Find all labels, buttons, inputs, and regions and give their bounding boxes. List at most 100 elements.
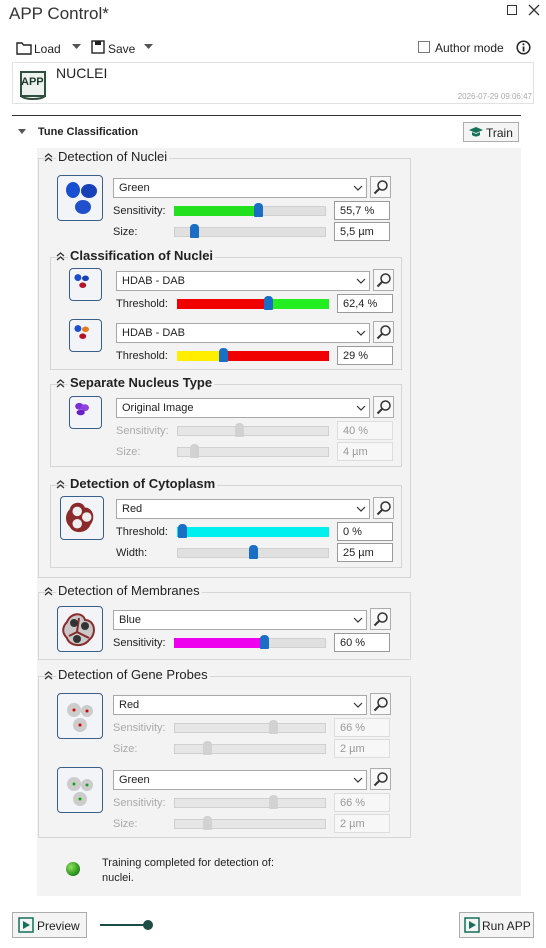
param-value[interactable]: 55,7 % xyxy=(334,201,390,220)
slider-fill xyxy=(174,638,264,648)
author-mode-label[interactable]: Author mode xyxy=(435,41,504,55)
load-button[interactable]: Load xyxy=(34,42,61,56)
run-app-label[interactable]: Run APP xyxy=(482,919,531,933)
dropdown-arrow[interactable] xyxy=(356,405,366,411)
app-icon-label: APP xyxy=(21,76,44,88)
slider-thumb[interactable] xyxy=(249,545,258,559)
channel-dropdown[interactable]: Blue xyxy=(113,610,367,630)
slider-thumb[interactable] xyxy=(253,203,263,217)
dropdown-arrow[interactable] xyxy=(356,506,366,512)
dropdown-arrow[interactable] xyxy=(353,702,363,708)
thumbnail-icon xyxy=(62,613,95,646)
zoom-slider-track[interactable] xyxy=(100,924,150,926)
channel-dropdown[interactable]: Green xyxy=(113,770,367,790)
param-value[interactable]: 0 % xyxy=(337,522,393,541)
slider-thumb[interactable] xyxy=(264,296,274,310)
param-label: Threshold: xyxy=(116,350,168,362)
slider-track xyxy=(174,723,326,733)
collapse-chevron[interactable] xyxy=(56,252,65,261)
info-icon[interactable] xyxy=(516,40,531,55)
param-value[interactable]: 5,5 µm xyxy=(334,222,390,241)
param-value[interactable]: 25 µm xyxy=(337,543,393,562)
preview-icon xyxy=(18,917,34,933)
collapse-chevron[interactable] xyxy=(44,587,53,596)
slider-fill xyxy=(268,299,329,309)
slider-thumb[interactable] xyxy=(259,635,269,649)
search-icon xyxy=(376,273,391,288)
channel-dropdown[interactable]: HDAB - DAB xyxy=(116,271,370,291)
preview-label[interactable]: Preview xyxy=(37,919,80,933)
slider-thumb xyxy=(268,720,278,734)
collapse-chevron[interactable] xyxy=(44,671,53,680)
param-value: 66 % xyxy=(334,718,390,737)
channel-dropdown[interactable]: HDAB - DAB xyxy=(116,323,370,343)
param-label: Threshold: xyxy=(116,298,168,310)
slider-fill xyxy=(177,351,223,361)
group-title: Classification of Nuclei xyxy=(68,248,216,263)
search-icon xyxy=(376,501,391,516)
zoom-slider-thumb[interactable] xyxy=(143,920,153,930)
dropdown-arrow[interactable] xyxy=(353,777,363,783)
load-icon[interactable] xyxy=(16,41,34,55)
slider-thumb xyxy=(189,444,199,458)
status-line2: nuclei. xyxy=(102,872,134,884)
channel-dropdown[interactable]: Red xyxy=(116,499,370,519)
separator xyxy=(12,115,521,116)
slider-fill xyxy=(177,527,329,537)
param-label: Sensitivity: xyxy=(113,722,166,734)
app-name: NUCLEI xyxy=(56,65,108,81)
dropdown-arrow[interactable] xyxy=(356,330,366,336)
save-button[interactable]: Save xyxy=(108,42,136,56)
group-box xyxy=(38,676,411,838)
param-value: 40 % xyxy=(337,421,393,440)
collapse-chevron[interactable] xyxy=(44,153,53,162)
restore-button[interactable] xyxy=(506,4,518,16)
group-box xyxy=(50,384,402,467)
train-button[interactable] xyxy=(463,122,519,142)
slider-track xyxy=(174,798,326,808)
param-value[interactable]: 60 % xyxy=(334,633,390,652)
search-icon xyxy=(373,612,388,627)
thumbnail-icon xyxy=(67,703,93,732)
param-label: Sensitivity: xyxy=(116,425,169,437)
group-box xyxy=(50,257,402,370)
slider-track xyxy=(177,426,329,436)
dropdown-arrow[interactable] xyxy=(353,617,363,623)
train-label[interactable]: Train xyxy=(486,126,513,140)
collapse-chevron[interactable] xyxy=(56,480,65,489)
slider-thumb[interactable] xyxy=(218,348,228,362)
thumbnail-icon xyxy=(67,777,93,806)
app-info-box xyxy=(12,62,534,104)
slider-thumb[interactable] xyxy=(189,224,199,238)
load-dropdown[interactable] xyxy=(72,44,82,50)
param-value[interactable]: 29 % xyxy=(337,346,393,365)
author-mode-checkbox[interactable] xyxy=(418,41,430,53)
slider-track xyxy=(177,447,329,457)
channel-dropdown[interactable]: Red xyxy=(113,695,367,715)
param-label: Size: xyxy=(116,446,141,458)
slider-thumb[interactable] xyxy=(177,524,187,538)
thumbnail-icon xyxy=(66,502,94,533)
collapse-chevron[interactable] xyxy=(56,379,65,388)
slider-thumb xyxy=(203,741,213,755)
channel-dropdown[interactable]: Original Image xyxy=(116,398,370,418)
collapse-arrow[interactable] xyxy=(18,129,27,135)
close-button[interactable] xyxy=(528,4,540,16)
save-icon[interactable] xyxy=(91,40,105,54)
group-title: Detection of Cytoplasm xyxy=(68,476,218,491)
group-box xyxy=(38,592,411,660)
slider-thumb xyxy=(203,816,213,830)
search-icon xyxy=(373,772,388,787)
dropdown-arrow[interactable] xyxy=(356,278,366,284)
search-icon xyxy=(373,697,388,712)
thumbnail-icon xyxy=(74,325,89,339)
window-title: APP Control* xyxy=(9,4,109,23)
slider-track[interactable] xyxy=(174,227,326,237)
param-label: Sensitivity: xyxy=(113,205,166,217)
param-value[interactable]: 62,4 % xyxy=(337,294,393,313)
save-dropdown[interactable] xyxy=(144,44,154,50)
channel-dropdown[interactable]: Green xyxy=(113,178,367,198)
dropdown-arrow[interactable] xyxy=(353,185,363,191)
param-label: Width: xyxy=(116,547,148,559)
param-label: Threshold: xyxy=(116,526,168,538)
